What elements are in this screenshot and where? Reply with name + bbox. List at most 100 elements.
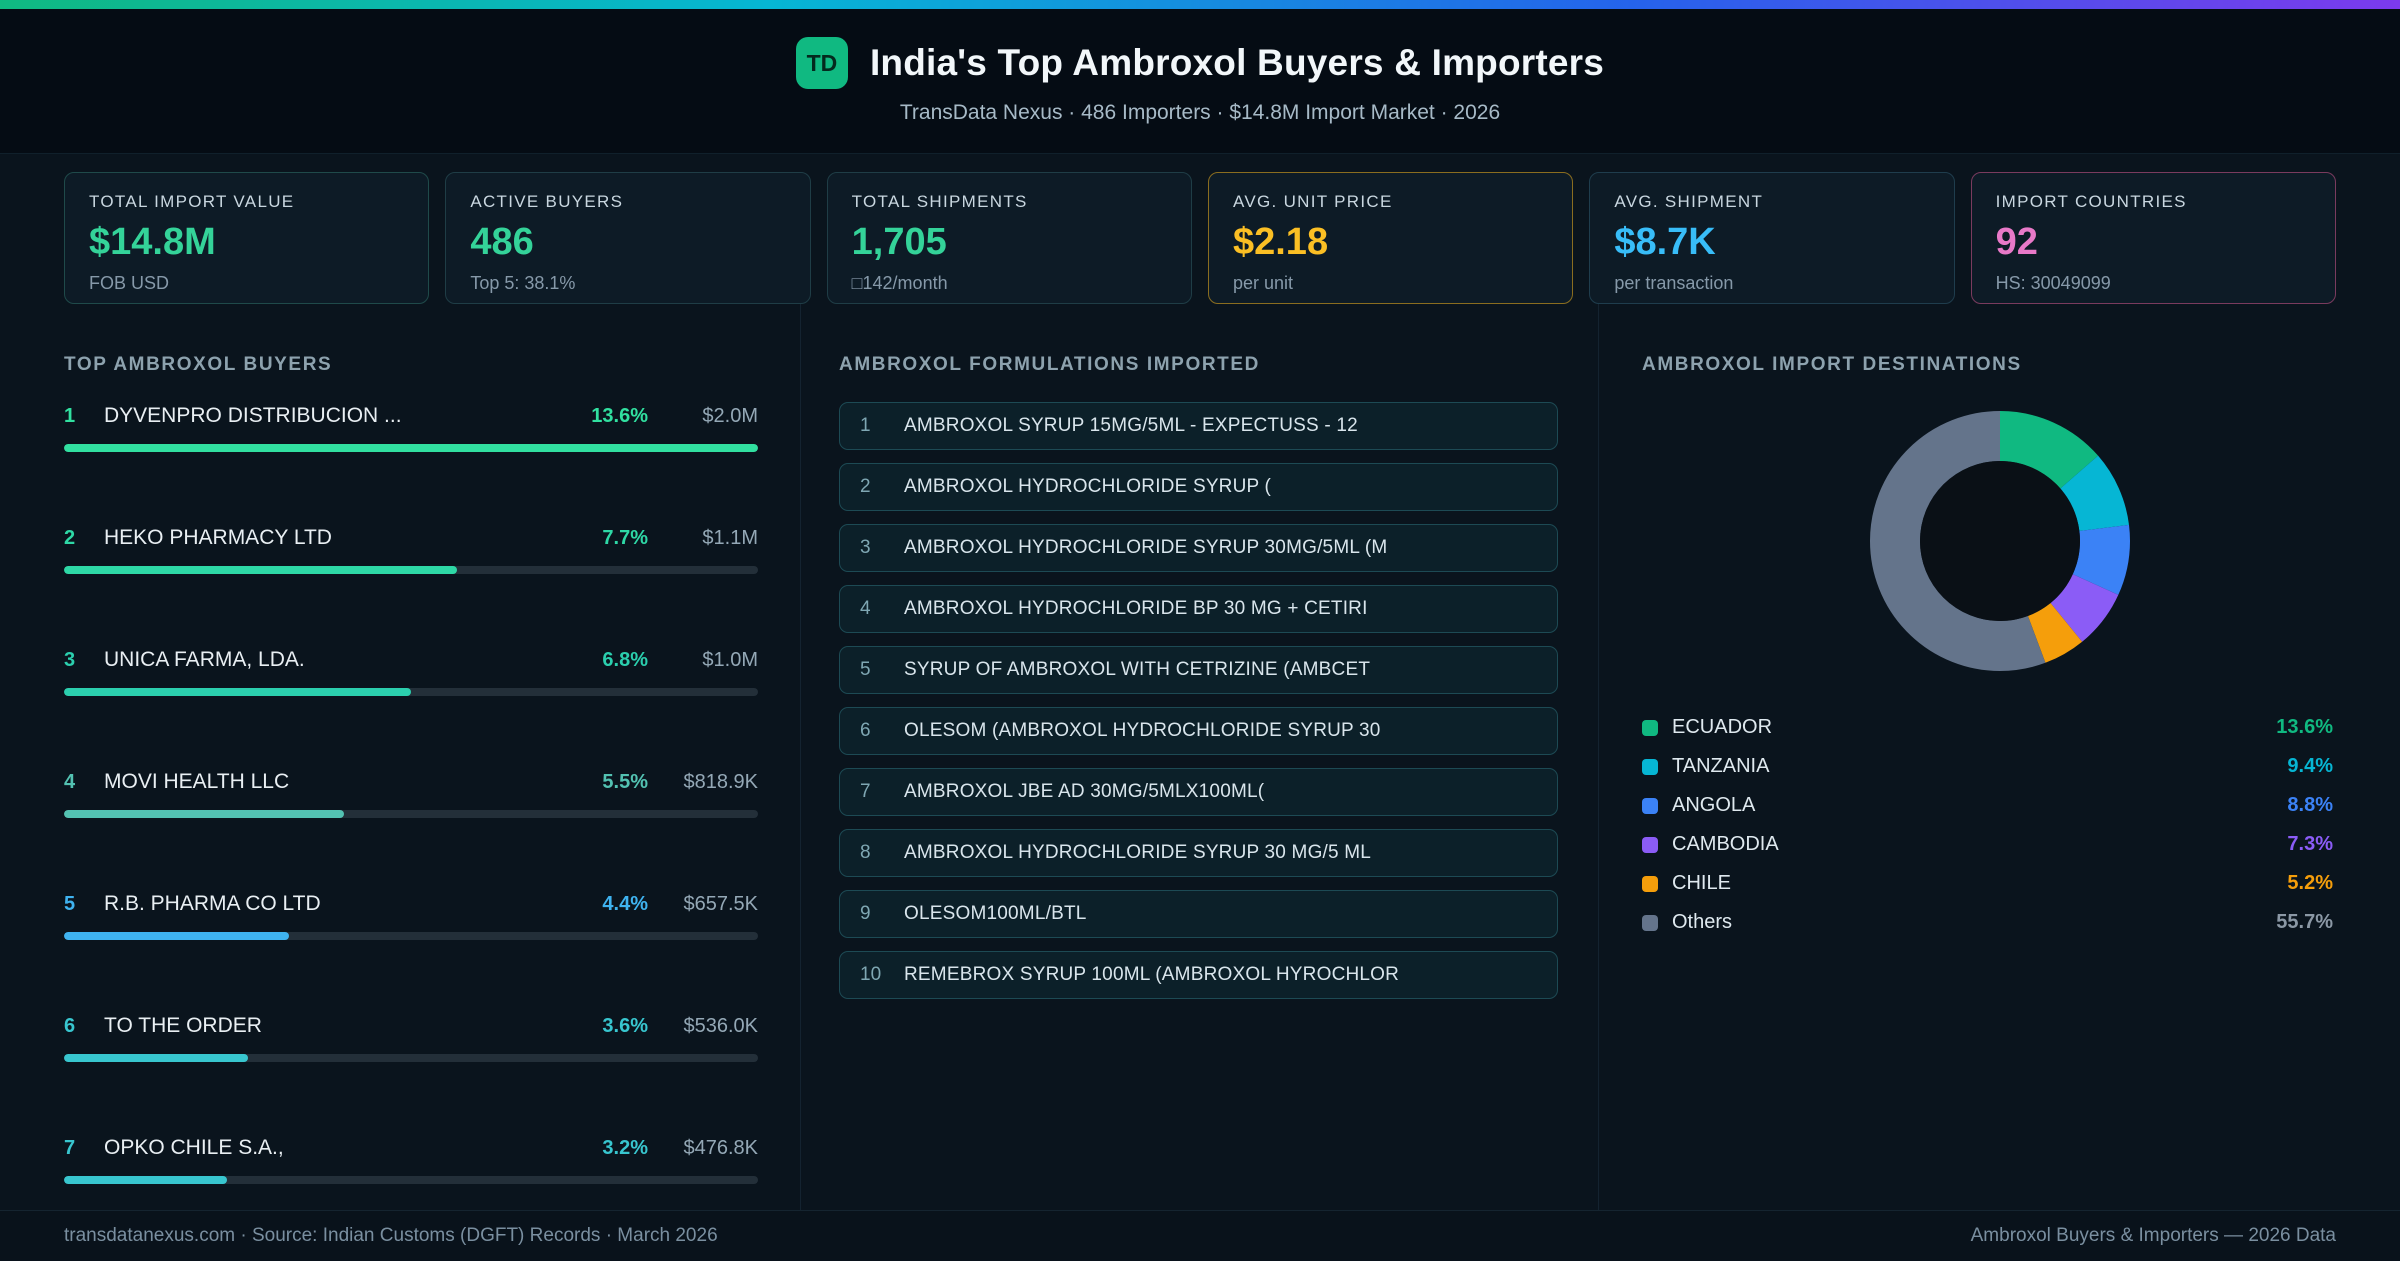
buyer-bar-fill bbox=[64, 810, 345, 818]
brand-logo: TD bbox=[795, 37, 848, 89]
buyer-bar-track bbox=[64, 1054, 758, 1062]
formulation-rank: 10 bbox=[860, 964, 882, 985]
kpi-sub: per unit bbox=[1232, 273, 1294, 293]
buyer-value: $1.0M bbox=[702, 649, 758, 671]
formulation-rank: 1 bbox=[860, 415, 871, 436]
legend-swatch bbox=[1642, 797, 1658, 814]
kpi-label: TOTAL SHIPMENTS bbox=[851, 192, 1028, 211]
buyer-list: 1 DYVENPRO DISTRIBUCION ... 13.6% $2.0M 2 HE… bbox=[64, 404, 758, 1184]
buyer-value: $818.9K bbox=[683, 771, 758, 793]
buyer-rank: 3 bbox=[64, 649, 76, 671]
kpi-card-total-import-value: TOTAL IMPORT VALUE $14.8M FOB USD bbox=[64, 172, 430, 304]
kpi-label: ACTIVE BUYERS bbox=[470, 192, 624, 211]
buyer-value: $476.8K bbox=[683, 1137, 758, 1159]
destinations-title: AMBROXOL IMPORT DESTINATIONS bbox=[1642, 354, 2022, 375]
buyer-rank: 7 bbox=[64, 1137, 76, 1159]
kpi-value: 1,705 bbox=[851, 221, 947, 263]
buyer-bar-track bbox=[64, 810, 758, 818]
legend-swatch bbox=[1642, 719, 1658, 736]
buyer-share: 6.8% bbox=[602, 649, 648, 671]
kpi-value: $8.7K bbox=[1614, 221, 1716, 263]
buyer-row: 2 HEKO PHARMACY LTD 7.7% $1.1M bbox=[64, 526, 758, 574]
formulations-title: AMBROXOL FORMULATIONS IMPORTED bbox=[839, 354, 1260, 375]
legend-percent: 13.6% bbox=[2276, 716, 2333, 738]
formulation-name: OLESOM (AMBROXOL HYDROCHLORIDE SYRUP 30 bbox=[904, 720, 1381, 741]
formulation-item: 5 SYRUP OF AMBROXOL WITH CETRIZINE (AMBCE… bbox=[839, 646, 1558, 694]
legend-swatch bbox=[1642, 758, 1658, 775]
top-buyers-title: TOP AMBROXOL BUYERS bbox=[64, 354, 333, 375]
formulation-rank: 9 bbox=[860, 903, 871, 924]
buyer-row: 4 MOVI HEALTH LLC 5.5% $818.9K bbox=[64, 770, 758, 818]
formulation-rank: 7 bbox=[860, 781, 871, 802]
buyer-row: 1 DYVENPRO DISTRIBUCION ... 13.6% $2.0M bbox=[64, 404, 758, 452]
formulation-item: 7 AMBROXOL JBE AD 30MG/5MLX100ML( bbox=[839, 768, 1558, 816]
formulation-name: AMBROXOL SYRUP 15MG/5ML - EXPECTUSS - 12 bbox=[904, 415, 1358, 436]
top-buyers-section: TOP AMBROXOL BUYERS 1 DYVENPRO DISTRIBUCI… bbox=[0, 304, 800, 1210]
buyer-bar-track bbox=[64, 688, 758, 696]
buyer-bar-fill bbox=[64, 932, 289, 940]
legend-swatch bbox=[1642, 836, 1658, 853]
buyer-share: 3.6% bbox=[602, 1015, 648, 1037]
formulation-name: AMBROXOL HYDROCHLORIDE SYRUP 30MG/5ML (M bbox=[904, 537, 1388, 558]
donut-legend: ECUADOR 13.6% TANZANIA 9.4% ANGOLA 8.8% CAM… bbox=[1642, 708, 2333, 942]
buyer-name: HEKO PHARMACY LTD bbox=[104, 526, 332, 549]
legend-item-ecuador: ECUADOR 13.6% bbox=[1642, 708, 2333, 747]
formulation-name: AMBROXOL HYDROCHLORIDE SYRUP 30 MG/5 ML bbox=[904, 842, 1372, 863]
formulation-list: 1 AMBROXOL SYRUP 15MG/5ML - EXPECTUSS - 1… bbox=[839, 402, 1558, 999]
formulation-rank: 3 bbox=[860, 537, 871, 558]
buyer-bar-track bbox=[64, 566, 758, 574]
kpi-label: TOTAL IMPORT VALUE bbox=[89, 192, 295, 211]
formulation-item: 2 AMBROXOL HYDROCHLORIDE SYRUP ( bbox=[839, 463, 1558, 511]
buyer-row: 7 OPKO CHILE S.A., 3.2% $476.8K bbox=[64, 1136, 758, 1184]
footer: transdatanexus.com · Source: Indian Cust… bbox=[0, 1210, 2400, 1261]
formulation-name: AMBROXOL JBE AD 30MG/5MLX100ML( bbox=[904, 781, 1265, 802]
buyer-rank: 4 bbox=[64, 771, 76, 793]
formulation-item: 9 OLESOM100ML/BTL bbox=[839, 890, 1558, 938]
destinations-section: AMBROXOL IMPORT DESTINATIONS ECUADOR 13.6… bbox=[1598, 304, 2400, 1210]
buyer-share: 7.7% bbox=[602, 527, 648, 549]
formulation-item: 4 AMBROXOL HYDROCHLORIDE BP 30 MG + CETIR… bbox=[839, 585, 1558, 633]
buyer-share: 13.6% bbox=[591, 405, 648, 427]
kpi-card-avg-unit-price: AVG. UNIT PRICE $2.18 per unit bbox=[1207, 172, 1574, 304]
legend-item-tanzania: TANZANIA 9.4% bbox=[1642, 747, 2333, 786]
kpi-card-active-buyers: ACTIVE BUYERS 486 Top 5: 38.1% bbox=[445, 172, 811, 304]
buyer-row: 5 R.B. PHARMA CO LTD 4.4% $657.5K bbox=[64, 892, 758, 940]
buyer-share: 4.4% bbox=[602, 893, 648, 915]
buyer-rank: 1 bbox=[64, 405, 76, 427]
legend-swatch bbox=[1642, 875, 1658, 892]
legend-item-chile: CHILE 5.2% bbox=[1642, 864, 2333, 903]
kpi-row: TOTAL IMPORT VALUE $14.8M FOB USD ACTIVE… bbox=[0, 154, 2400, 304]
formulation-name: SYRUP OF AMBROXOL WITH CETRIZINE (AMBCET bbox=[904, 659, 1371, 680]
legend-percent: 7.3% bbox=[2287, 833, 2333, 855]
buyer-name: R.B. PHARMA CO LTD bbox=[104, 892, 321, 915]
kpi-value: 486 bbox=[470, 221, 534, 263]
legend-item-angola: ANGOLA 8.8% bbox=[1642, 786, 2333, 825]
formulation-rank: 8 bbox=[860, 842, 871, 863]
kpi-value: $14.8M bbox=[89, 221, 216, 263]
donut-chart-svg bbox=[1870, 411, 2130, 671]
legend-item-others: Others 55.7% bbox=[1642, 903, 2333, 942]
legend-label: CAMBODIA bbox=[1672, 833, 1779, 855]
kpi-label: AVG. UNIT PRICE bbox=[1232, 192, 1393, 211]
kpi-value: 92 bbox=[1995, 221, 2038, 263]
buyer-name: DYVENPRO DISTRIBUCION ... bbox=[104, 404, 402, 427]
buyer-bar-track bbox=[64, 932, 758, 940]
title-row: TD India's Top Ambroxol Buyers & Importe… bbox=[795, 37, 1604, 89]
formulation-name: OLESOM100ML/BTL bbox=[904, 903, 1087, 924]
kpi-label: AVG. SHIPMENT bbox=[1614, 192, 1764, 211]
buyer-bar-track bbox=[64, 444, 758, 452]
kpi-sub: FOB USD bbox=[89, 273, 170, 293]
buyer-value: $536.0K bbox=[683, 1015, 758, 1037]
formulations-section: AMBROXOL FORMULATIONS IMPORTED 1 AMBROXOL… bbox=[800, 304, 1598, 1210]
kpi-sub: per transaction bbox=[1614, 273, 1734, 293]
kpi-value: $2.18 bbox=[1232, 221, 1329, 263]
formulation-name: REMEBROX SYRUP 100ML (AMBROXOL HYROCHLOR bbox=[904, 964, 1400, 985]
kpi-label: IMPORT COUNTRIES bbox=[1995, 192, 2187, 211]
buyer-share: 5.5% bbox=[602, 771, 648, 793]
kpi-card-total-shipments: TOTAL SHIPMENTS 1,705 □142/month bbox=[826, 172, 1192, 304]
legend-percent: 55.7% bbox=[2276, 911, 2333, 933]
legend-item-cambodia: CAMBODIA 7.3% bbox=[1642, 825, 2333, 864]
legend-percent: 9.4% bbox=[2287, 755, 2333, 777]
formulation-item: 6 OLESOM (AMBROXOL HYDROCHLORIDE SYRUP 30 bbox=[839, 707, 1558, 755]
buyer-share: 3.2% bbox=[602, 1137, 648, 1159]
